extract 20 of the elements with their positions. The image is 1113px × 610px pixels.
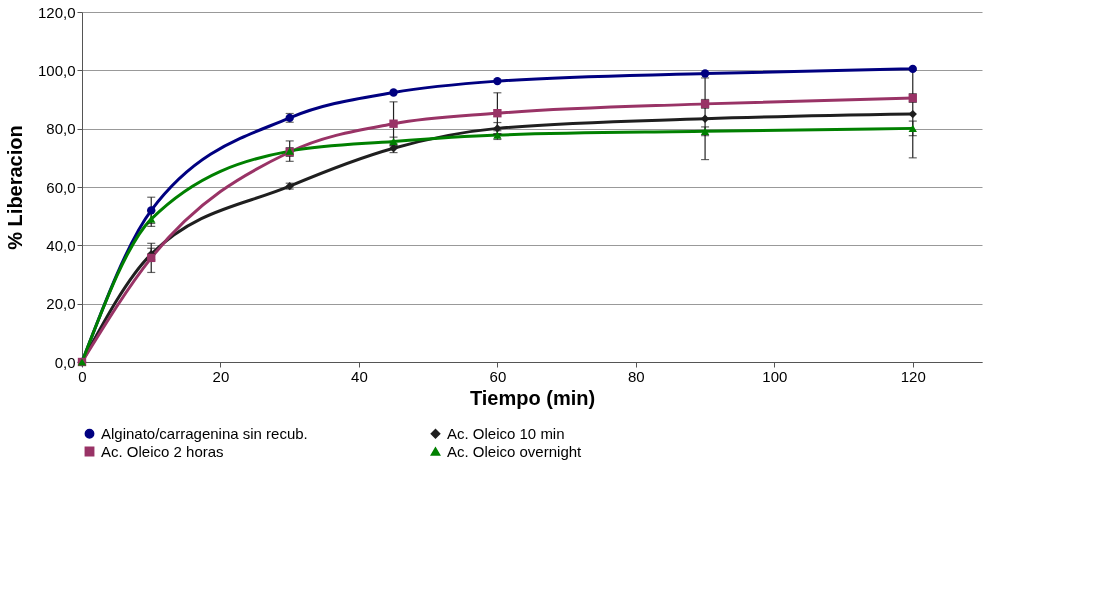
- y-tick-label: 100,0: [37, 61, 76, 79]
- y-tick-label: 120,0: [37, 3, 76, 21]
- y-tick-label: 80,0: [46, 120, 76, 138]
- x-tick-label: 100: [762, 367, 788, 385]
- y-tick-label: 20,0: [46, 295, 76, 313]
- y-axis-title: % Liberacion: [3, 125, 26, 250]
- legend-label: Alginato/carragenina sin recub.: [101, 424, 308, 442]
- x-tick-label: 40: [351, 367, 368, 385]
- y-tick-label: 0,0: [54, 353, 76, 371]
- y-tick-label: 40,0: [46, 236, 76, 254]
- legend-label: Ac. Oleico overnight: [447, 442, 583, 460]
- legend-label: Ac. Oleico 10 min: [447, 424, 565, 442]
- x-tick-label: 0: [78, 367, 87, 385]
- x-tick-label: 80: [628, 367, 645, 385]
- x-tick-label: 20: [212, 367, 230, 385]
- legend-label: Ac. Oleico 2 horas: [101, 442, 224, 460]
- y-tick-label: 60,0: [46, 178, 76, 196]
- x-tick-label: 120: [900, 367, 926, 385]
- x-tick-label: 60: [489, 367, 507, 385]
- x-axis-title: Tiempo (min): [469, 386, 596, 409]
